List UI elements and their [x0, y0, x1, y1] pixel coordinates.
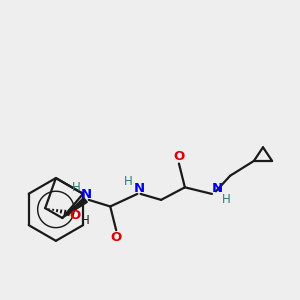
- Text: N: N: [81, 188, 92, 201]
- Text: H: H: [221, 193, 230, 206]
- Text: H: H: [81, 214, 90, 227]
- Text: O: O: [173, 150, 184, 163]
- Text: O: O: [69, 209, 80, 222]
- Text: N: N: [134, 182, 145, 195]
- Text: N: N: [212, 182, 223, 196]
- Text: O: O: [111, 231, 122, 244]
- Text: H: H: [72, 181, 81, 194]
- Text: H: H: [124, 175, 133, 188]
- Polygon shape: [62, 197, 87, 218]
